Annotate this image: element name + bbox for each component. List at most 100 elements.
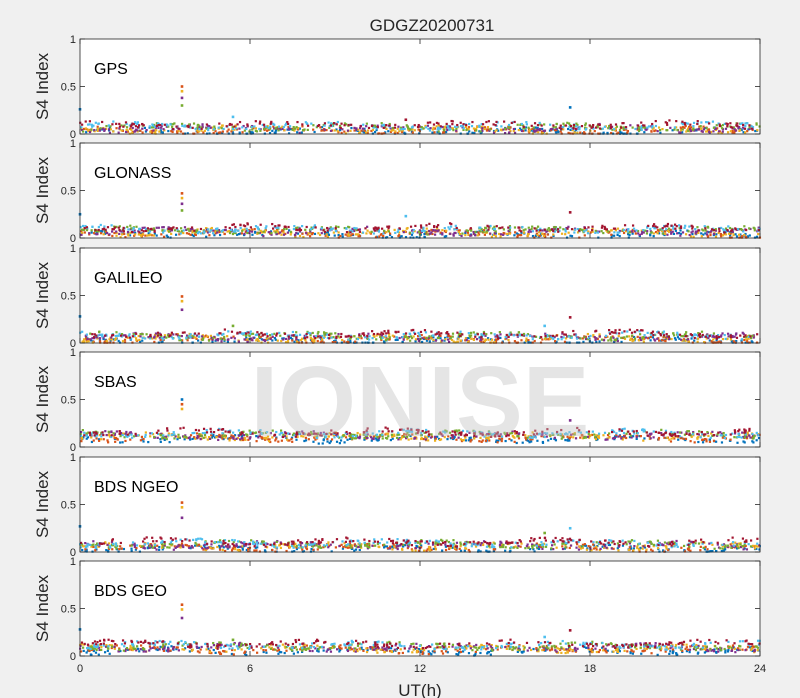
data-point: [287, 432, 290, 435]
data-point: [594, 438, 598, 441]
data-point: [487, 437, 490, 441]
data-point: [259, 229, 262, 232]
data-point: [85, 334, 88, 337]
data-point: [268, 131, 272, 135]
data-point: [245, 127, 248, 131]
data-point: [601, 545, 604, 548]
data-point: [266, 438, 270, 441]
data-point: [372, 124, 375, 127]
data-point: [357, 336, 361, 339]
data-point: [541, 127, 544, 131]
data-point: [578, 229, 581, 232]
data-point: [201, 125, 204, 128]
data-point: [557, 230, 560, 233]
data-point: [322, 431, 325, 434]
data-point: [485, 433, 489, 436]
data-point: [696, 120, 699, 123]
data-point: [541, 430, 544, 433]
data-point: [450, 434, 453, 437]
data-point: [665, 333, 668, 336]
data-point: [379, 333, 382, 336]
data-point: [206, 124, 210, 127]
data-point: [652, 224, 655, 228]
data-point: [217, 228, 221, 232]
data-point: [89, 338, 92, 341]
data-point: [580, 228, 583, 231]
data-point: [322, 129, 325, 132]
data-point: [266, 129, 269, 132]
data-point: [302, 435, 305, 438]
data-point: [724, 233, 727, 236]
data-point: [604, 334, 607, 337]
data-point: [293, 129, 296, 132]
data-point: [474, 435, 477, 438]
data-point: [82, 228, 85, 232]
data-point: [389, 127, 392, 130]
data-point: [159, 126, 163, 129]
data-point: [649, 227, 652, 231]
data-point: [98, 330, 101, 334]
data-point: [267, 128, 270, 131]
data-point: [469, 440, 472, 443]
data-point: [652, 126, 655, 129]
data-point: [352, 228, 355, 231]
data-point: [462, 128, 465, 131]
data-point: [632, 338, 635, 342]
data-point: [702, 125, 705, 128]
data-point: [144, 227, 148, 231]
data-point: [264, 227, 267, 230]
data-point: [651, 330, 655, 333]
data-point: [567, 231, 570, 234]
data-point: [289, 336, 292, 340]
data-point: [755, 431, 758, 434]
data-point: [149, 432, 152, 435]
data-point: [364, 227, 367, 230]
data-point: [720, 132, 723, 135]
data-point: [749, 436, 752, 439]
data-point: [216, 338, 220, 341]
data-point: [417, 430, 420, 433]
data-point: [704, 227, 707, 230]
data-point: [211, 126, 214, 129]
data-point: [675, 126, 678, 129]
data-point: [358, 548, 361, 552]
data-point: [123, 338, 127, 341]
data-point: [736, 122, 739, 125]
data-point: [233, 438, 236, 442]
data-point: [320, 227, 323, 230]
data-point: [424, 431, 428, 434]
data-point: [230, 330, 234, 333]
data-point: [296, 128, 299, 131]
data-point: [657, 232, 661, 235]
data-point: [541, 132, 545, 135]
data-point: [227, 128, 230, 131]
data-point: [465, 128, 468, 132]
data-point: [160, 233, 163, 236]
data-point: [552, 126, 555, 129]
data-point: [598, 127, 602, 130]
data-point: [687, 338, 690, 341]
data-point: [504, 432, 507, 436]
data-point: [271, 129, 274, 132]
data-point: [92, 336, 96, 339]
data-point: [659, 332, 662, 336]
data-point: [128, 431, 132, 434]
data-point: [390, 236, 394, 239]
data-point: [623, 336, 626, 339]
data-point: [161, 548, 164, 551]
data-point: [131, 131, 134, 134]
data-point: [447, 333, 450, 336]
data-point: [432, 126, 435, 129]
data-point: [745, 437, 749, 440]
data-point: [333, 234, 336, 237]
data-point: [515, 432, 518, 435]
data-point: [93, 434, 96, 437]
data-point: [657, 229, 660, 232]
data-point: [261, 432, 264, 435]
data-point: [697, 433, 700, 436]
data-point: [642, 126, 645, 129]
data-point: [518, 432, 521, 435]
data-point: [495, 439, 498, 442]
data-point: [527, 226, 530, 229]
data-point: [300, 435, 303, 438]
